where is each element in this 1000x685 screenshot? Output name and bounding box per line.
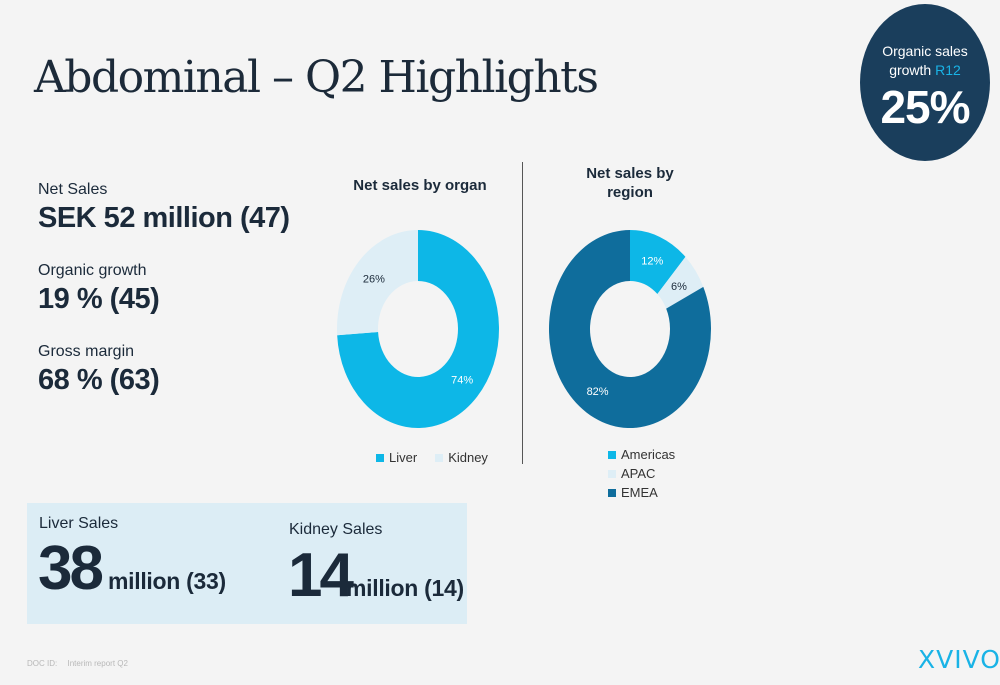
page-title: Abdominal – Q2 Highlights — [34, 52, 599, 103]
legend-swatch-apac — [608, 469, 616, 478]
legend-item-emea: EMEA — [608, 483, 675, 502]
region-data-label-emea: 82% — [587, 386, 609, 398]
liver-sales-unit: million (33) — [108, 568, 226, 594]
region-slice-apac — [657, 256, 704, 309]
net-sales-value: SEK 52 million (47) — [38, 202, 290, 234]
gross-margin-value: 68 % (63) — [38, 364, 160, 396]
legend-label-americas: Americas — [621, 447, 676, 462]
organ-sales-panel: Liver Sales 38 million (33) Kidney Sales… — [27, 503, 467, 624]
legend-item-kidney: Kidney — [435, 448, 488, 467]
region-legend: Americas APAC EMEA — [608, 445, 675, 502]
organic-growth-label: Organic growth — [38, 262, 147, 279]
region-chart-title-line1: Net sales by — [586, 165, 674, 182]
badge-value: 25% — [880, 81, 970, 133]
footer-doc-id: DOC ID: — [27, 659, 58, 668]
kidney-sales-number: 14 — [288, 541, 354, 610]
organic-growth-value: 19 % (45) — [38, 283, 160, 315]
region-data-label-americas: 12% — [641, 256, 663, 268]
kidney-sales-label: Kidney Sales — [289, 521, 383, 538]
badge-label-line2: growth — [889, 62, 936, 78]
organ-chart-title: Net sales by organ — [353, 177, 487, 194]
organ-data-label-kidney: 26% — [363, 274, 385, 286]
region-chart-title: Net sales by region — [560, 164, 700, 202]
region-chart-title-line2: region — [607, 184, 653, 201]
liver-sales-label: Liver Sales — [39, 515, 119, 532]
net-sales-label: Net Sales — [38, 181, 108, 198]
badge-label: Organic sales growth R12 — [860, 42, 990, 80]
legend-item-americas: Americas — [608, 445, 675, 464]
region-slice-americas — [630, 230, 686, 295]
legend-swatch-americas — [608, 450, 616, 459]
liver-sales-number: 38 — [38, 534, 104, 603]
badge-label-line1: Organic sales — [882, 43, 968, 59]
legend-label-liver: Liver — [389, 450, 418, 465]
organ-donut-chart: 74% 26% — [337, 230, 499, 428]
xvivo-logo: XVIVO — [918, 645, 1000, 674]
region-donut-chart: 12% 6% 82% — [549, 230, 711, 428]
legend-swatch-emea — [608, 488, 616, 497]
legend-item-apac: APAC — [608, 464, 675, 483]
badge-r12: R12 — [935, 62, 961, 78]
footer-report: Interim report Q2 — [67, 659, 128, 668]
organ-legend: Liver Kidney — [376, 448, 488, 467]
legend-swatch-kidney — [435, 453, 444, 462]
organ-slice-kidney — [337, 230, 418, 336]
organ-data-label-liver: 74% — [451, 374, 473, 386]
region-data-label-apac: 6% — [671, 281, 687, 293]
legend-label-kidney: Kidney — [448, 450, 488, 465]
legend-label-emea: EMEA — [621, 485, 658, 500]
gross-margin-label: Gross margin — [38, 343, 135, 360]
legend-item-liver: Liver — [376, 448, 417, 467]
legend-label-apac: APAC — [621, 466, 656, 481]
kidney-sales-unit: million (14) — [346, 575, 464, 601]
footer: DOC ID: Interim report Q2 — [27, 659, 136, 668]
organ-slice-liver — [337, 230, 499, 428]
organic-growth-badge: Organic sales growth R12 25% — [860, 4, 990, 161]
chart-divider — [522, 162, 523, 464]
legend-swatch-liver — [376, 453, 384, 462]
region-slice-emea — [549, 230, 711, 428]
